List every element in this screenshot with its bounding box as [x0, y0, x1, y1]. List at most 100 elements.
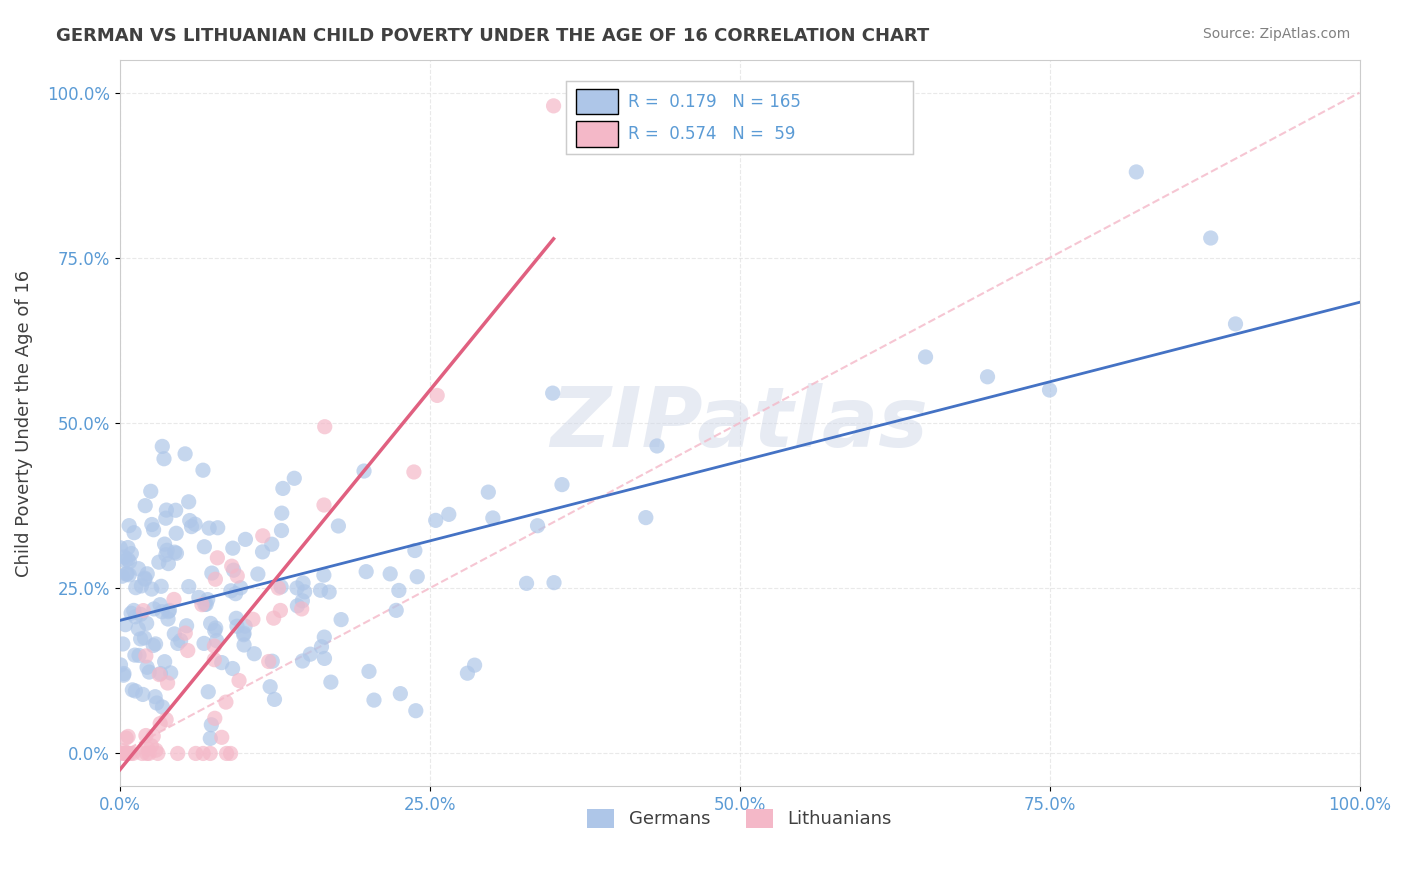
- Germans: [120, 606, 142, 620]
- Germans: [159, 665, 181, 680]
- Lithuanians: [402, 465, 425, 479]
- Germans: [165, 503, 187, 517]
- Germans: [150, 579, 173, 593]
- Germans: [152, 700, 174, 714]
- Germans: [287, 599, 309, 613]
- Germans: [187, 591, 209, 605]
- Germans: [225, 611, 247, 625]
- Germans: [1125, 165, 1147, 179]
- Germans: [115, 567, 138, 582]
- Germans: [110, 657, 132, 672]
- Lithuanians: [267, 581, 290, 595]
- Germans: [138, 665, 160, 679]
- Lithuanians: [146, 747, 169, 761]
- Germans: [111, 569, 134, 583]
- Germans: [124, 609, 146, 624]
- Lithuanians: [314, 419, 336, 434]
- Germans: [270, 580, 292, 594]
- Germans: [456, 666, 478, 681]
- Lithuanians: [114, 747, 136, 761]
- Germans: [150, 439, 173, 453]
- Germans: [259, 680, 281, 694]
- Germans: [312, 568, 335, 582]
- Germans: [124, 684, 146, 698]
- Lithuanians: [263, 611, 285, 625]
- Lithuanians: [202, 653, 225, 667]
- Lithuanians: [204, 711, 226, 725]
- Germans: [292, 576, 315, 591]
- Germans: [156, 543, 179, 558]
- Germans: [129, 632, 152, 646]
- Germans: [406, 570, 429, 584]
- Lithuanians: [202, 639, 225, 653]
- Germans: [200, 616, 222, 631]
- Germans: [1199, 231, 1222, 245]
- Germans: [169, 633, 191, 648]
- Germans: [118, 555, 141, 569]
- Germans: [136, 566, 159, 581]
- Germans: [135, 616, 157, 631]
- Lithuanians: [115, 731, 138, 745]
- Germans: [464, 658, 486, 673]
- Germans: [155, 548, 177, 562]
- Lithuanians: [149, 716, 172, 731]
- Germans: [128, 648, 150, 663]
- Lithuanians: [136, 742, 159, 756]
- Germans: [235, 533, 257, 547]
- Germans: [117, 552, 139, 566]
- Lithuanians: [166, 747, 188, 761]
- Germans: [299, 647, 322, 661]
- Germans: [291, 654, 314, 668]
- Germans: [143, 690, 166, 704]
- Germans: [205, 633, 228, 648]
- Germans: [127, 622, 149, 636]
- Lithuanians: [163, 592, 186, 607]
- Lithuanians: [131, 747, 153, 761]
- Germans: [193, 636, 215, 650]
- Germans: [122, 525, 145, 540]
- Germans: [149, 666, 172, 681]
- Germans: [291, 594, 314, 608]
- Germans: [134, 631, 156, 645]
- Germans: [437, 508, 460, 522]
- Lithuanians: [142, 729, 165, 743]
- Lithuanians: [219, 747, 242, 761]
- Germans: [314, 651, 336, 665]
- Text: Source: ZipAtlas.com: Source: ZipAtlas.com: [1202, 27, 1350, 41]
- Germans: [179, 514, 201, 528]
- Lithuanians: [177, 643, 200, 657]
- Germans: [184, 517, 207, 532]
- Germans: [143, 602, 166, 616]
- Germans: [309, 583, 332, 598]
- Lithuanians: [215, 747, 238, 761]
- Lithuanians: [148, 667, 170, 681]
- Lithuanians: [207, 550, 229, 565]
- Germans: [142, 639, 165, 653]
- Germans: [176, 619, 198, 633]
- Germans: [150, 605, 173, 619]
- Y-axis label: Child Poverty Under the Age of 16: Child Poverty Under the Age of 16: [15, 269, 32, 576]
- Germans: [526, 518, 548, 533]
- Germans: [232, 628, 254, 642]
- Germans: [219, 583, 242, 598]
- Germans: [233, 626, 256, 640]
- Germans: [112, 668, 135, 682]
- Germans: [285, 581, 308, 595]
- Germans: [233, 619, 256, 633]
- Germans: [153, 655, 176, 669]
- Germans: [389, 687, 412, 701]
- Lithuanians: [135, 747, 157, 761]
- Germans: [180, 519, 202, 533]
- Lithuanians: [145, 743, 167, 757]
- Germans: [136, 660, 159, 674]
- Lithuanians: [114, 747, 136, 761]
- Germans: [134, 499, 156, 513]
- Lithuanians: [184, 747, 207, 761]
- Germans: [222, 541, 245, 556]
- Germans: [357, 665, 380, 679]
- Germans: [354, 565, 377, 579]
- Germans: [134, 571, 156, 585]
- Germans: [114, 617, 136, 632]
- Germans: [270, 506, 292, 520]
- Germans: [385, 603, 408, 617]
